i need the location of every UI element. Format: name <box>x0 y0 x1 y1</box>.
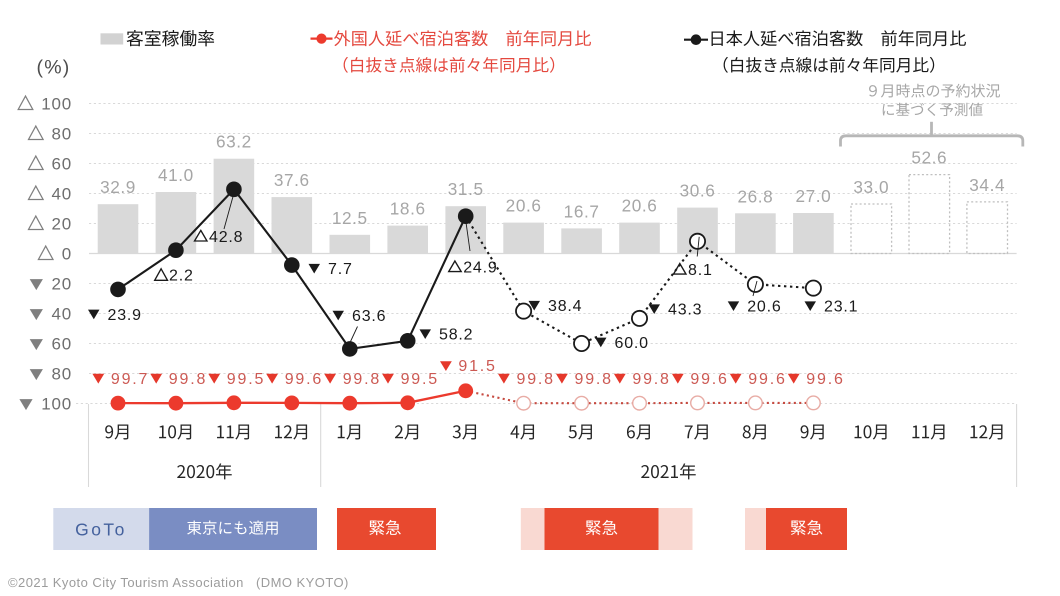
svg-text:GoTo: GoTo <box>75 520 127 540</box>
svg-text:52.6: 52.6 <box>911 148 947 168</box>
svg-text:99.8: 99.8 <box>169 371 207 388</box>
svg-text:38.4: 38.4 <box>548 298 582 315</box>
svg-text:58.2: 58.2 <box>439 327 473 344</box>
svg-text:23.1: 23.1 <box>824 299 858 316</box>
svg-text:31.5: 31.5 <box>448 179 484 199</box>
svg-text:60.0: 60.0 <box>615 335 649 352</box>
svg-text:18.6: 18.6 <box>390 199 426 219</box>
svg-text:91.5: 91.5 <box>458 358 496 375</box>
svg-text:80: 80 <box>51 365 72 384</box>
svg-text:40: 40 <box>51 185 72 204</box>
svg-text:2.2: 2.2 <box>169 267 194 284</box>
svg-text:99.5: 99.5 <box>401 371 439 388</box>
svg-text:60: 60 <box>51 335 72 354</box>
svg-text:20.6: 20.6 <box>747 299 781 316</box>
svg-text:20: 20 <box>51 275 72 294</box>
svg-text:20: 20 <box>51 215 72 234</box>
svg-text:23.9: 23.9 <box>108 307 142 324</box>
svg-text:16.7: 16.7 <box>564 201 600 221</box>
svg-text:(%): (%) <box>37 57 71 79</box>
svg-text:0: 0 <box>62 245 72 264</box>
svg-text:26.8: 26.8 <box>737 186 773 206</box>
svg-text:8.1: 8.1 <box>688 262 713 279</box>
svg-text:27.0: 27.0 <box>795 186 831 206</box>
svg-text:12.5: 12.5 <box>332 208 368 228</box>
svg-text:©2021 Kyoto City Tourism Assoc: ©2021 Kyoto City Tourism Association (DM… <box>8 575 349 590</box>
svg-text:43.3: 43.3 <box>668 302 702 319</box>
svg-text:99.8: 99.8 <box>343 371 381 388</box>
svg-text:20.6: 20.6 <box>506 196 542 216</box>
svg-text:42.8: 42.8 <box>209 229 243 246</box>
svg-text:100: 100 <box>41 95 72 114</box>
svg-text:41.0: 41.0 <box>158 165 194 185</box>
svg-text:32.9: 32.9 <box>100 177 136 197</box>
svg-text:7.7: 7.7 <box>328 261 353 278</box>
svg-text:60: 60 <box>51 155 72 174</box>
svg-text:63.2: 63.2 <box>216 132 252 152</box>
svg-text:99.8: 99.8 <box>575 371 613 388</box>
svg-text:99.8: 99.8 <box>517 371 555 388</box>
svg-text:99.5: 99.5 <box>227 371 265 388</box>
svg-text:40: 40 <box>51 305 72 324</box>
svg-text:33.0: 33.0 <box>853 177 889 197</box>
svg-text:99.6: 99.6 <box>806 371 844 388</box>
svg-text:30.6: 30.6 <box>680 181 716 201</box>
svg-text:24.9: 24.9 <box>463 259 497 276</box>
svg-text:99.6: 99.6 <box>690 371 728 388</box>
svg-text:34.4: 34.4 <box>969 175 1005 195</box>
svg-text:99.6: 99.6 <box>285 371 323 388</box>
svg-text:20.6: 20.6 <box>622 196 658 216</box>
svg-text:99.8: 99.8 <box>632 371 670 388</box>
svg-text:63.6: 63.6 <box>352 308 386 325</box>
svg-text:100: 100 <box>41 395 72 414</box>
svg-text:99.7: 99.7 <box>111 371 149 388</box>
svg-text:80: 80 <box>51 125 72 144</box>
svg-text:37.6: 37.6 <box>274 170 310 190</box>
svg-text:99.6: 99.6 <box>748 371 786 388</box>
